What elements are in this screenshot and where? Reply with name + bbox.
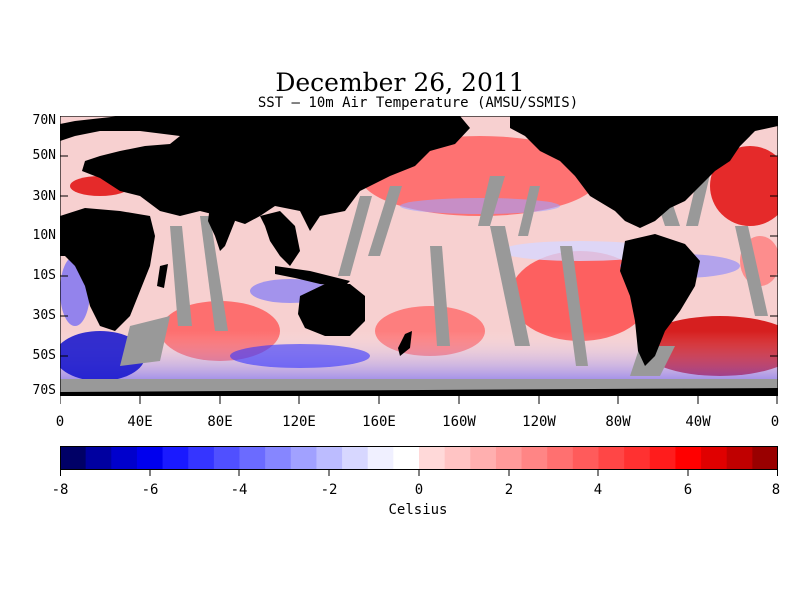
- land-north-america: [510, 116, 778, 228]
- land-greenland: [695, 116, 760, 156]
- colorbar-tick-label: -6: [141, 482, 159, 498]
- colorbar-tick-label: 0: [414, 482, 424, 498]
- colorbar-swatch: [470, 446, 497, 470]
- colorbar-swatch: [675, 446, 702, 470]
- colorbar-swatch: [521, 446, 548, 470]
- colorbar-unit-label: Celsius: [388, 502, 448, 518]
- colorbar-swatch: [239, 446, 266, 470]
- colorbar-swatch: [290, 446, 317, 470]
- colorbar-swatch: [624, 446, 651, 470]
- colorbar-tick-label: 4: [593, 482, 603, 498]
- map-subtitle: SST – 10m Air Temperature (AMSU/SSMIS): [257, 95, 579, 111]
- colorbar-swatch: [726, 446, 753, 470]
- land-india: [208, 206, 235, 251]
- land-new-zealand: [398, 331, 412, 356]
- colorbar-tick-label: -4: [230, 482, 248, 498]
- colorbar-tick-label: 2: [504, 482, 514, 498]
- lon-label-40e: 40E: [127, 414, 153, 430]
- colorbar: [60, 446, 778, 470]
- lat-label-10s: 10S: [32, 268, 56, 283]
- colorbar-tick-label: 8: [771, 482, 781, 498]
- colorbar-tick-label: 6: [683, 482, 693, 498]
- colorbar-swatch: [85, 446, 112, 470]
- colorbar-swatch: [111, 446, 138, 470]
- colorbar-frame: [60, 446, 778, 470]
- lon-label-120w: 120W: [522, 414, 556, 430]
- colorbar-swatch: [572, 446, 599, 470]
- land-antarctica: [60, 388, 778, 396]
- colorbar-swatch: [213, 446, 240, 470]
- land-australia: [298, 284, 365, 336]
- colorbar-swatch: [316, 446, 343, 470]
- colorbar-swatch: [598, 446, 625, 470]
- lon-label-160e: 160E: [362, 414, 396, 430]
- lon-label-160w: 160W: [442, 414, 476, 430]
- land-masses: [60, 116, 778, 396]
- colorbar-swatch: [495, 446, 523, 470]
- colorbar-swatch: [162, 446, 189, 470]
- colorbar-swatch: [649, 446, 676, 470]
- lon-label-0: 0: [55, 414, 65, 430]
- colorbar-swatch: [342, 446, 369, 470]
- lon-label-80e: 80E: [207, 414, 233, 430]
- colorbar-swatch: [547, 446, 574, 470]
- lat-label-30s: 30S: [32, 308, 56, 323]
- colorbar-swatch: [188, 446, 215, 470]
- land-madagascar: [157, 264, 168, 288]
- lon-ticks: [60, 396, 778, 404]
- lon-label-40w: 40W: [685, 414, 711, 430]
- land-africa: [60, 208, 155, 331]
- colorbar-swatch: [419, 446, 446, 470]
- lon-label-120e: 120E: [282, 414, 316, 430]
- lat-label-10n: 10N: [32, 228, 56, 243]
- lon-label-80w: 80W: [605, 414, 631, 430]
- colorbar-swatch: [444, 446, 471, 470]
- lat-label-50s: 50S: [32, 348, 56, 363]
- colorbar-swatch: [701, 446, 728, 470]
- temperature-difference-map: [60, 116, 778, 396]
- lat-label-30n: 30N: [32, 189, 56, 204]
- axis-ticks: [60, 116, 778, 396]
- land-eurasia: [60, 116, 470, 231]
- colorbar-tick-label: -2: [320, 482, 338, 498]
- colorbar-swatch: [752, 446, 778, 470]
- map-title: December 26, 2011: [275, 68, 525, 97]
- colorbar-swatch: [60, 446, 87, 470]
- lat-label-70n: 70N: [32, 113, 56, 128]
- colorbar-ticks: [60, 470, 778, 476]
- land-southeast-asia: [260, 211, 300, 266]
- colorbar-swatch: [265, 446, 292, 470]
- land-indonesia: [275, 266, 350, 286]
- colorbar-swatch: [393, 446, 420, 470]
- colorbar-tick-label: -8: [51, 482, 69, 498]
- lat-label-70s: 70S: [32, 383, 56, 398]
- land-south-america: [620, 234, 700, 366]
- colorbar-swatch: [136, 446, 164, 470]
- colorbar-swatch: [367, 446, 394, 470]
- lat-label-50n: 50N: [32, 148, 56, 163]
- lon-label-0-east: 0: [770, 414, 780, 430]
